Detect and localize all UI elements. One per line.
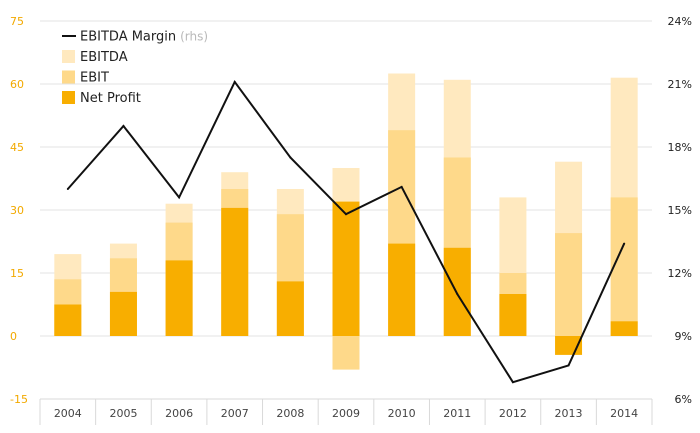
margin-line-layer xyxy=(66,79,626,384)
ebitda-margin-point xyxy=(289,156,292,159)
y-right-tick-label: 6% xyxy=(675,393,692,406)
legend-box-swatch xyxy=(62,70,75,84)
y-right-tick-label: 21% xyxy=(668,78,692,91)
x-tick-label: 2012 xyxy=(499,407,527,420)
legend: EBITDA Margin (rhs) EBITDA EBIT Net Profit xyxy=(62,30,208,106)
y-right-tick-label: 12% xyxy=(668,267,692,280)
x-tick-label: 2011 xyxy=(443,407,471,420)
y-right-tick-label: 24% xyxy=(668,15,692,28)
x-tick-label: 2006 xyxy=(165,407,193,420)
x-tick-label: 2013 xyxy=(555,407,583,420)
x-tick-label: 2009 xyxy=(332,407,360,420)
legend-note: (rhs) xyxy=(180,30,208,44)
y-right-tick-label: 18% xyxy=(668,141,692,154)
bar-net-profit xyxy=(221,207,249,336)
bar-net-profit xyxy=(610,321,638,336)
legend-label: Net Profit xyxy=(80,91,141,106)
legend-item-net-profit: Net Profit xyxy=(62,91,141,106)
bar-ebit xyxy=(332,336,360,370)
x-tick-label: 2005 xyxy=(109,407,137,420)
y-right-tick-label: 9% xyxy=(675,330,692,343)
y-right-tick-label: 15% xyxy=(668,204,692,217)
legend-item-ebit: EBIT xyxy=(62,70,109,86)
x-tick-label: 2014 xyxy=(610,407,638,420)
bar-net-profit xyxy=(388,243,416,336)
ebitda-margin-point xyxy=(400,185,403,188)
legend-item-ebitda: EBITDA xyxy=(62,50,128,65)
bar-net-profit xyxy=(276,281,304,336)
x-tick-label: 2010 xyxy=(388,407,416,420)
legend-label: EBIT xyxy=(80,71,109,86)
bar-net-profit xyxy=(54,304,82,336)
legend-box-swatch xyxy=(62,50,75,63)
bar-net-profit xyxy=(109,291,137,336)
ebitda-margin-point xyxy=(456,293,459,295)
ebitda-margin-point xyxy=(567,364,570,367)
x-tick-label: 2008 xyxy=(276,407,304,420)
y-left-tick-label: 15 xyxy=(10,267,24,280)
ebitda-margin-point xyxy=(511,381,514,384)
axes: 75 24% 60 21% 45 18% 30 15% 15 12% 0 9% -15 6% 2004 200… xyxy=(10,15,692,425)
legend-label: EBITDA xyxy=(80,50,128,65)
bar-net-profit xyxy=(332,201,360,336)
legend-item-ebitda-margin: EBITDA Margin (rhs) xyxy=(62,30,208,45)
y-left-tick-label: 75 xyxy=(10,15,24,28)
x-tick-label: 2007 xyxy=(221,407,249,420)
bar-net-profit xyxy=(165,260,193,336)
legend-box-swatch xyxy=(62,91,75,104)
ebitda-margin-point xyxy=(66,188,69,190)
ebitda-margin-point xyxy=(623,242,626,245)
x-tick-label: 2004 xyxy=(54,407,82,420)
ebitda-margin-point xyxy=(178,196,181,199)
y-left-tick-label: 0 xyxy=(10,330,17,343)
bar-ebit xyxy=(555,233,583,336)
bars xyxy=(54,73,638,370)
y-left-tick-label: -15 xyxy=(10,393,28,406)
ebitda-margin-point xyxy=(122,125,125,127)
ebitda-margin-point xyxy=(345,213,347,216)
legend-label: EBITDA Margin xyxy=(80,30,176,45)
y-left-tick-label: 30 xyxy=(10,204,24,217)
ebitda-margin-point xyxy=(233,80,236,83)
y-left-tick-label: 45 xyxy=(10,141,24,154)
y-left-tick-label: 60 xyxy=(10,78,24,91)
bar-net-profit xyxy=(499,294,527,336)
bar-ebit xyxy=(610,197,638,336)
